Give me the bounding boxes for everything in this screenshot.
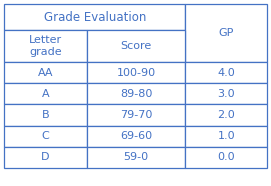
Bar (87, 62, 185, 83)
Text: 89-80: 89-80 (120, 89, 152, 99)
Text: 100-90: 100-90 (117, 68, 156, 78)
Text: GP: GP (218, 28, 234, 38)
Bar (4, 104, 87, 126)
Bar (4, 4, 185, 30)
Bar (87, 30, 185, 62)
Text: 0.0: 0.0 (217, 152, 235, 162)
Text: 2.0: 2.0 (217, 110, 235, 120)
Bar (185, 126, 267, 147)
Bar (4, 126, 87, 147)
Text: 69-60: 69-60 (120, 131, 152, 141)
Bar (185, 62, 267, 83)
Text: 59-0: 59-0 (124, 152, 149, 162)
Text: D: D (41, 152, 50, 162)
Bar (4, 83, 87, 104)
Bar (87, 126, 185, 147)
Text: 79-70: 79-70 (120, 110, 152, 120)
Bar (4, 30, 87, 62)
Bar (87, 147, 185, 168)
Bar (185, 104, 267, 126)
Text: 4.0: 4.0 (217, 68, 235, 78)
Text: 3.0: 3.0 (217, 89, 235, 99)
Bar (4, 147, 87, 168)
Text: 1.0: 1.0 (217, 131, 235, 141)
Bar (185, 4, 267, 62)
Bar (87, 104, 185, 126)
Text: B: B (42, 110, 49, 120)
Bar (87, 83, 185, 104)
Text: Score: Score (121, 41, 152, 51)
Text: A: A (42, 89, 49, 99)
Text: C: C (41, 131, 49, 141)
Text: Letter
grade: Letter grade (29, 35, 62, 57)
Text: AA: AA (38, 68, 53, 78)
Bar (4, 62, 87, 83)
Bar (185, 147, 267, 168)
Text: Grade Evaluation: Grade Evaluation (44, 11, 146, 24)
Bar (185, 83, 267, 104)
